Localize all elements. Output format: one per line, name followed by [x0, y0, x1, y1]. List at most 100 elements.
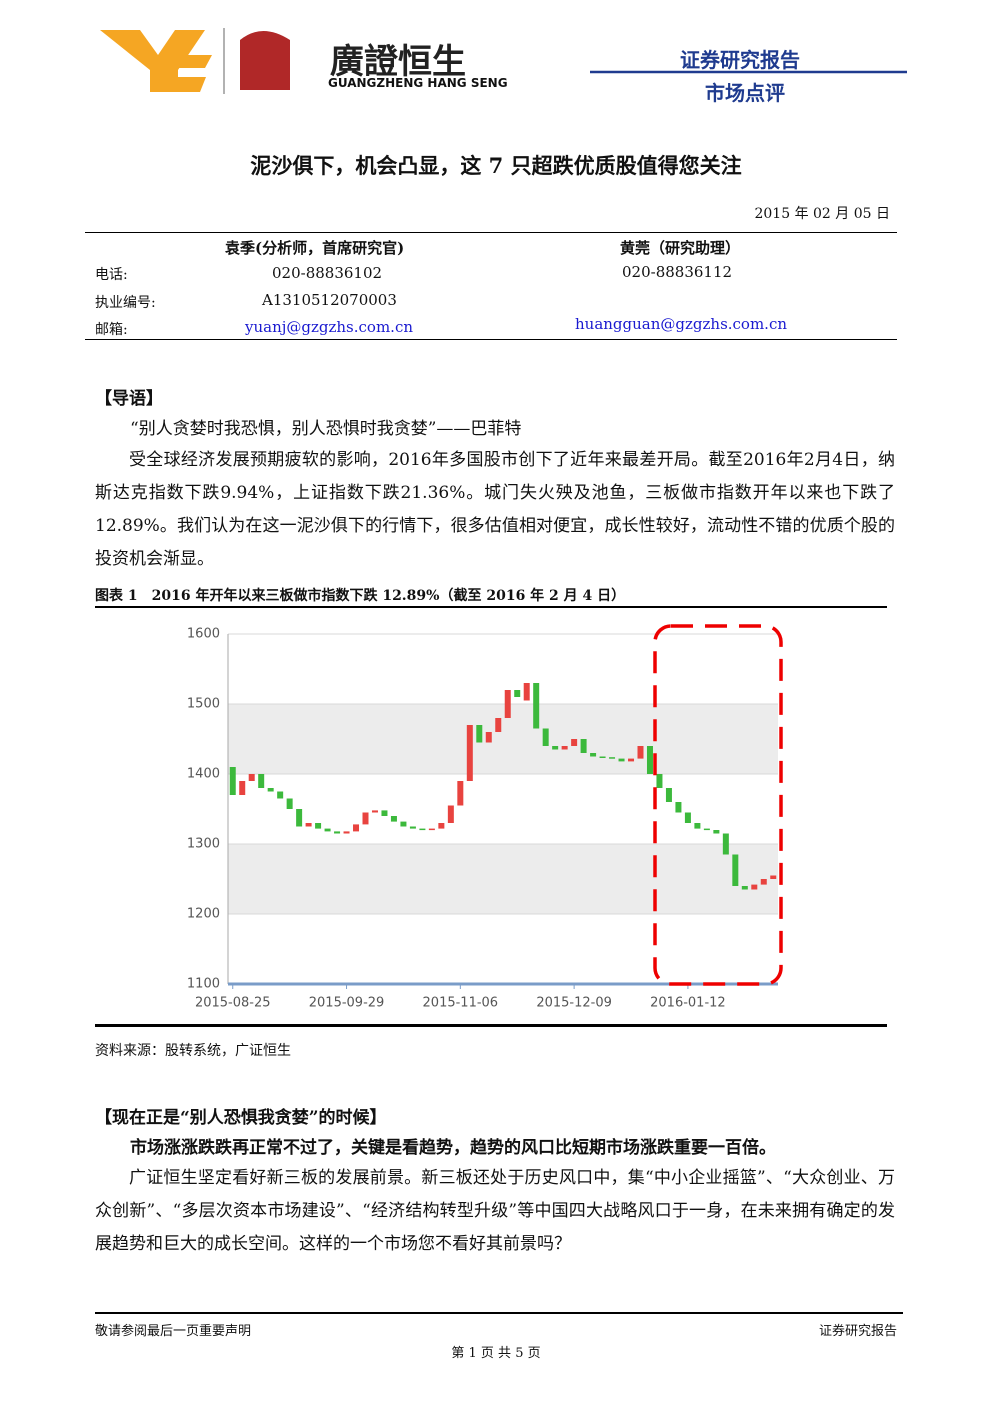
rule: [95, 1312, 903, 1314]
candle-body: [277, 791, 284, 799]
rule: [85, 232, 897, 233]
x-tick-label: 2015-12-09: [536, 996, 612, 1011]
phone: 020-88836112: [622, 263, 733, 281]
page-number: 第 1 页 共 5 页: [451, 1346, 541, 1361]
logo-sub: GUANGZHENG HANG SENG: [328, 76, 508, 90]
candle-body: [334, 831, 341, 834]
author-name: 袁季(分析师，首席研究官): [225, 239, 405, 257]
candle-body: [286, 798, 293, 809]
author-name: 黄莞（研究助理）: [620, 239, 741, 257]
paragraph: 受全球经济发展预期疲软的影响，2016年多国股市创下了近年来最差开局。截至201…: [95, 450, 895, 569]
candle-body: [353, 824, 360, 832]
candle-body: [722, 833, 729, 855]
x-tick-label: 2015-11-06: [423, 996, 499, 1011]
candle-body: [447, 805, 454, 823]
label: 电话:: [95, 267, 128, 283]
candle-body: [675, 802, 682, 813]
lead: 市场涨涨跌跌再正常不过了，关键是看趋势，趋势的风口比短期市场涨跌重要一百倍。: [130, 1138, 776, 1158]
candle-body: [684, 812, 691, 823]
heading: 【导语】: [95, 389, 163, 409]
candle-body: [457, 781, 464, 806]
heading: 【现在正是“别人恐惧我贪婪”的时候】: [95, 1108, 387, 1128]
candle-body: [571, 739, 578, 746]
candle-body: [438, 823, 445, 829]
label: 执业编号:: [95, 295, 156, 311]
report-subtype: 市场点评: [705, 81, 785, 105]
candle-body: [476, 725, 483, 743]
highlight-box: [653, 624, 783, 986]
candle-body: [599, 756, 606, 758]
candle-body: [637, 746, 644, 759]
candle-body: [400, 821, 407, 827]
candle-body: [390, 816, 397, 822]
paragraph: 广证恒生坚定看好新三板的发展前景。新三板还处于历史风口中，集“中小企业摇篮”、“…: [95, 1168, 895, 1254]
candle-body: [665, 788, 672, 802]
candle-body: [590, 753, 597, 757]
candle-body: [694, 823, 701, 829]
figure-caption: 图表 1 2016 年开年以来三板做市指数下跌 12.89%（截至 2016 年…: [95, 588, 626, 604]
rule: [95, 606, 887, 608]
y-tick-label: 1600: [187, 627, 220, 642]
candle-body: [628, 758, 635, 762]
candle-body: [656, 774, 663, 788]
rule: [95, 1024, 887, 1027]
candle-body: [371, 810, 378, 813]
candle-body: [248, 774, 255, 781]
plot-area: [228, 634, 778, 984]
chart: 1100 1200 1300 1400 1500 1600 2015-08-25 2015-0…: [187, 627, 778, 1011]
candle-body: [381, 810, 388, 816]
candle-body: [703, 828, 710, 831]
candle-body: [618, 758, 625, 762]
footer-left: 敬请参阅最后一页重要声明: [95, 1324, 252, 1339]
candle-body: [713, 830, 720, 834]
x-tick-label: 2016-01-12: [650, 996, 726, 1011]
candle-body: [751, 884, 758, 890]
license: A1310512070003: [262, 291, 397, 309]
candle-body: [609, 757, 616, 759]
y-tick-label: 1300: [187, 837, 220, 852]
email[interactable]: yuanj@gzgzhs.com.cn: [245, 318, 414, 336]
phone: 020-88836102: [272, 264, 383, 282]
email[interactable]: huangguan@gzgzhs.com.cn: [575, 315, 788, 333]
report-type: 证券研究报告: [680, 48, 800, 72]
candle-body: [229, 767, 236, 795]
y-tick-label: 1500: [187, 697, 220, 712]
candle-body: [580, 739, 587, 753]
candle-body: [419, 828, 426, 831]
logo: [100, 28, 290, 94]
candle-body: [428, 828, 435, 831]
y-tick-label: 1200: [187, 907, 220, 922]
date: 2015 年 02 月 05 日: [754, 206, 890, 222]
title: 泥沙俱下，机会凸显，这 7 只超跌优质股值得您关注: [250, 153, 742, 178]
quote: “别人贪婪时我恐惧，别人恐惧时我贪婪”——巴菲特: [130, 419, 522, 439]
candle-body: [267, 788, 274, 792]
y-tick-label: 1400: [187, 767, 220, 782]
candle-body: [409, 826, 416, 829]
candle-body: [561, 746, 568, 750]
candle-body: [732, 854, 739, 886]
candle-body: [533, 683, 540, 729]
rule: [85, 339, 897, 340]
candle-body: [305, 823, 312, 827]
candle-body: [466, 725, 473, 781]
y-tick-label: 1100: [187, 977, 220, 992]
candle-body: [514, 690, 521, 697]
candle-body: [542, 728, 549, 746]
candle-body: [343, 831, 350, 834]
candle-body: [362, 812, 369, 825]
candle-body: [770, 875, 777, 879]
x-tick-label: 2015-08-25: [195, 996, 271, 1011]
candle-body: [552, 746, 559, 750]
candle-body: [324, 828, 331, 832]
x-tick-label: 2015-09-29: [309, 996, 385, 1011]
grid-band: [228, 844, 778, 914]
grid-band: [228, 704, 778, 774]
logo-name: 廣證恒生: [330, 42, 466, 82]
source: 资料来源：股转系统，广证恒生: [95, 1043, 291, 1059]
candle-body: [760, 879, 767, 885]
candle-body: [504, 690, 511, 718]
candle-body: [315, 823, 322, 829]
candle-body: [741, 886, 748, 890]
